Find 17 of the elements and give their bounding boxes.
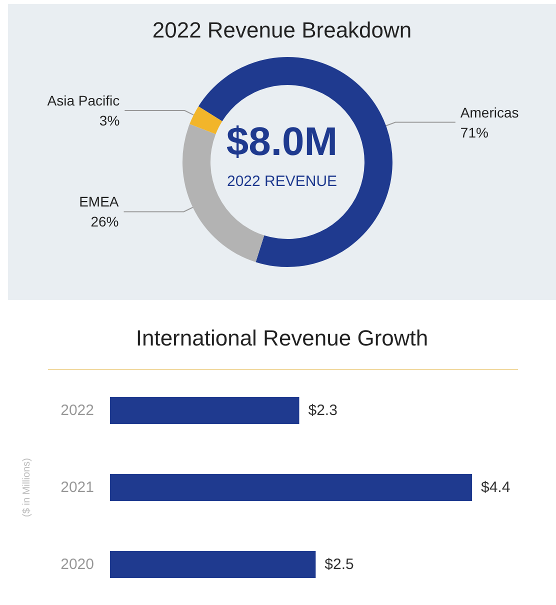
y-tick-label: 2022	[60, 402, 94, 419]
data-label: $2.5	[324, 556, 354, 573]
slice-label: EMEA	[79, 194, 120, 210]
y-axis-title: ($ in Millions)	[22, 458, 32, 517]
slice-label: Asia Pacific	[47, 92, 120, 109]
y-tick-label: 2021	[60, 479, 94, 496]
chart-title: 2022 Revenue Breakdown	[152, 18, 412, 42]
slice-label: Americas	[460, 104, 519, 120]
chart-title: International Revenue Growth	[136, 326, 428, 350]
text: 2022 REVENUE	[226, 173, 338, 190]
data-label: 26%	[90, 214, 119, 230]
data-label: 71%	[460, 124, 488, 140]
data-label: $2.3	[308, 402, 338, 419]
text: $8.0M	[226, 120, 338, 164]
y-tick-label: 2020	[60, 556, 94, 573]
data-label: $4.4	[481, 479, 510, 496]
data-label: 3%	[99, 112, 120, 129]
